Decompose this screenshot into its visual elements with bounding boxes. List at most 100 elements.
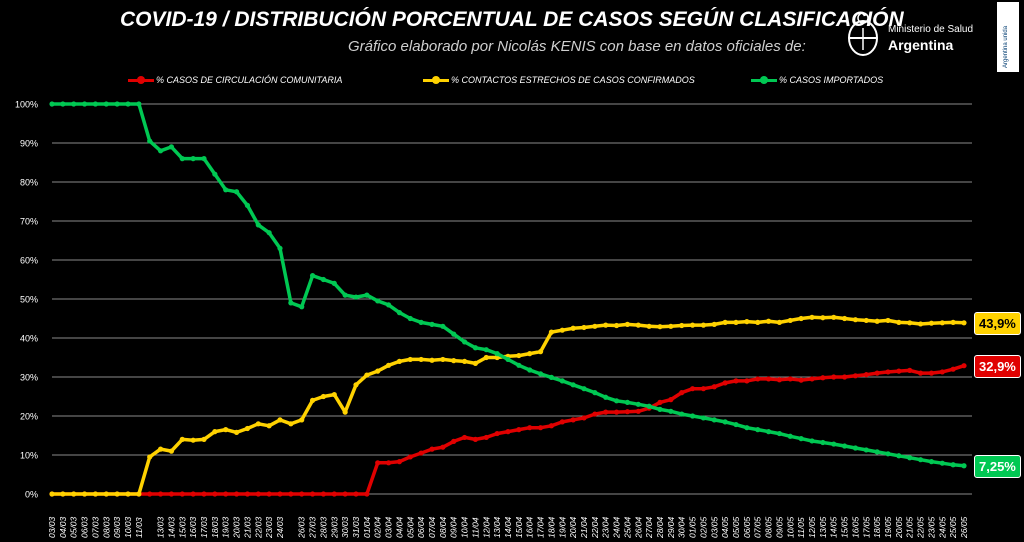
- data-point: [679, 390, 685, 396]
- data-point: [201, 156, 207, 162]
- data-point: [527, 425, 533, 431]
- data-point: [603, 409, 609, 415]
- x-tick-label: 12/05: [807, 516, 817, 538]
- data-point: [896, 453, 902, 459]
- x-tick-label: 25/04: [622, 516, 632, 539]
- data-point: [700, 415, 707, 421]
- data-point: [494, 351, 500, 357]
- data-point: [418, 450, 424, 456]
- x-tick-label: 20/04: [568, 516, 578, 539]
- x-tick-label: 05/03: [69, 516, 79, 538]
- x-tick-label: 18/04: [546, 516, 556, 538]
- data-point: [364, 491, 370, 497]
- data-point: [190, 491, 196, 497]
- data-point: [831, 441, 837, 447]
- x-tick-label: 10/04: [460, 516, 470, 538]
- data-point: [125, 491, 131, 497]
- data-point: [581, 415, 587, 421]
- data-point: [212, 171, 218, 177]
- data-point: [787, 317, 793, 324]
- data-point: [396, 310, 403, 316]
- data-point: [418, 356, 424, 363]
- data-point: [679, 322, 685, 329]
- y-tick-label: 0%: [25, 490, 38, 500]
- data-point: [841, 443, 848, 449]
- data-point: [309, 491, 316, 497]
- x-tick-label: 03/04: [384, 516, 394, 538]
- data-point: [255, 491, 261, 497]
- data-point: [657, 406, 663, 412]
- x-tick-label: 08/04: [438, 516, 448, 538]
- data-point: [461, 339, 468, 345]
- x-tick-label: 11/03: [134, 517, 144, 538]
- data-point: [461, 358, 468, 364]
- data-point: [244, 425, 251, 432]
- data-point: [874, 449, 880, 455]
- x-tick-label: 20/05: [894, 516, 904, 539]
- data-point: [581, 324, 587, 331]
- data-point: [516, 427, 522, 433]
- data-point: [657, 399, 663, 405]
- x-tick-label: 08/03: [101, 516, 111, 538]
- data-point: [613, 322, 620, 329]
- data-point: [429, 321, 435, 327]
- data-point: [961, 363, 967, 369]
- data-point: [331, 391, 337, 398]
- data-point: [342, 292, 348, 298]
- x-tick-label: 05/04: [405, 516, 415, 538]
- data-point: [92, 101, 99, 107]
- series-line-1: [52, 315, 965, 496]
- chart-subtitle: Gráfico elaborado por Nicolás KENIS con …: [348, 38, 806, 55]
- data-point: [722, 419, 728, 425]
- data-point: [266, 491, 272, 497]
- data-point: [624, 321, 631, 327]
- data-point: [266, 423, 272, 429]
- x-tick-label: 16/04: [525, 516, 535, 538]
- x-tick-label: 13/04: [492, 516, 502, 538]
- data-point: [559, 419, 565, 425]
- data-point: [233, 429, 240, 435]
- data-point: [570, 325, 576, 331]
- y-tick-label: 60%: [20, 256, 38, 266]
- data-point: [103, 101, 109, 107]
- data-point: [831, 314, 837, 320]
- logo-country-label: Argentina: [888, 37, 954, 53]
- data-point: [939, 369, 945, 375]
- series-line-2: [52, 102, 965, 468]
- data-point: [917, 457, 924, 463]
- x-tick-label: 16/05: [850, 516, 860, 538]
- data-point: [451, 358, 457, 364]
- y-tick-label: 80%: [20, 178, 38, 188]
- x-tick-label: 02/04: [373, 516, 383, 538]
- x-tick-label: 15/04: [514, 516, 524, 538]
- data-point: [299, 417, 305, 423]
- data-point: [375, 368, 381, 374]
- data-point: [798, 315, 804, 322]
- data-point: [820, 439, 826, 446]
- data-point: [353, 382, 359, 388]
- data-point: [711, 321, 717, 327]
- x-tick-label: 23/03: [264, 516, 274, 539]
- data-point: [483, 434, 489, 441]
- x-tick-label: 18/03: [210, 516, 220, 538]
- data-point: [429, 446, 435, 452]
- data-point: [646, 323, 652, 329]
- x-tick-label: 07/04: [427, 516, 437, 538]
- data-point: [299, 491, 305, 497]
- data-point: [592, 390, 598, 396]
- data-point: [885, 369, 891, 375]
- data-point: [668, 323, 674, 329]
- x-tick-label: 14/05: [829, 516, 839, 538]
- data-point: [874, 318, 880, 324]
- data-point: [375, 460, 381, 466]
- data-point: [755, 319, 761, 325]
- data-point: [700, 322, 707, 328]
- x-tick-label: 17/03: [199, 516, 209, 538]
- data-point: [71, 101, 77, 107]
- data-point: [201, 436, 207, 442]
- data-point: [277, 245, 283, 251]
- x-tick-label: 04/04: [394, 516, 404, 538]
- data-point: [548, 329, 555, 335]
- data-point: [157, 446, 164, 452]
- data-point: [49, 491, 55, 497]
